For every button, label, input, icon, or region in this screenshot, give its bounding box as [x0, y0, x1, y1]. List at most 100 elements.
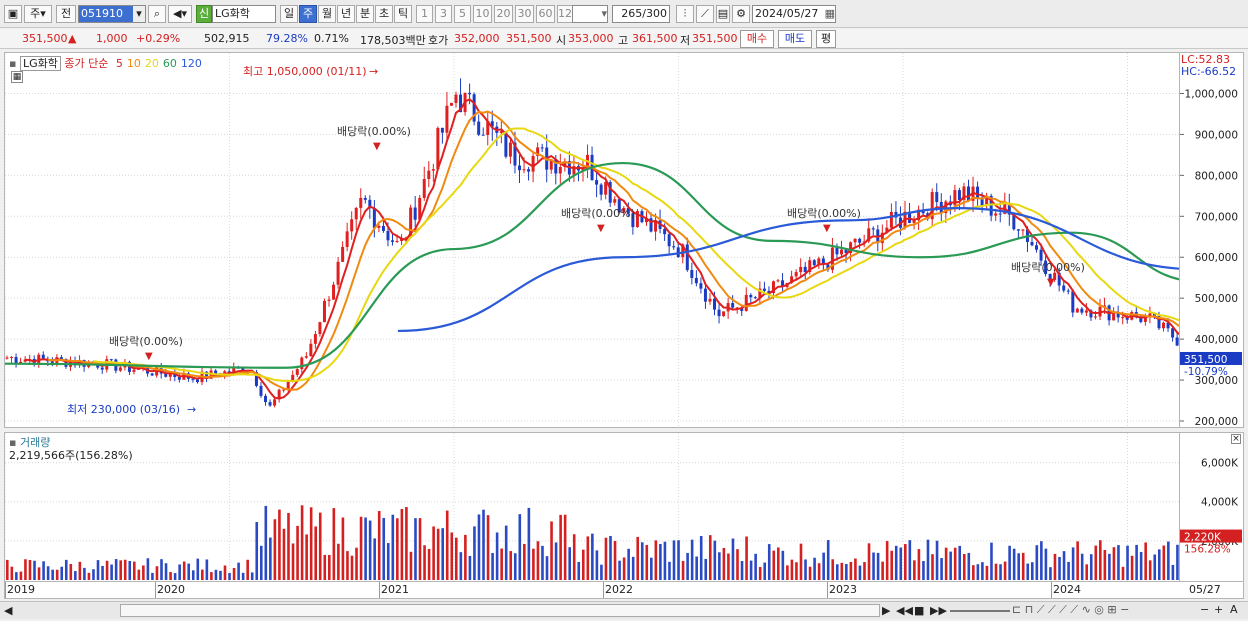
gear-icon[interactable]: ⚙ — [732, 5, 750, 23]
candle-body — [930, 192, 934, 220]
stop-icon[interactable]: ■ — [914, 604, 925, 617]
font-size-icon[interactable]: A — [1230, 603, 1238, 616]
candle-body — [976, 186, 980, 198]
avg-button[interactable]: 평 — [816, 30, 836, 48]
save-icon[interactable]: ▤ — [716, 5, 730, 23]
volume-bar — [563, 514, 567, 580]
candle-body — [880, 232, 884, 244]
x-axis-label: 2019 — [7, 583, 35, 596]
zoom-slider[interactable] — [950, 610, 1010, 612]
candle-body — [372, 208, 376, 228]
volume-bar — [740, 561, 744, 580]
volume-bar — [182, 561, 186, 580]
volume-bar — [337, 543, 340, 580]
volume-bar — [74, 571, 77, 580]
period-tab[interactable]: 일 — [280, 5, 298, 23]
volume-chart-pane[interactable]: ▪ 거래량 2,219,566주(156.28%) — [4, 432, 1180, 582]
period-tab[interactable]: 틱 — [394, 5, 412, 23]
candle-body — [291, 374, 295, 382]
grid-toggle-icon[interactable]: ▦ — [11, 71, 23, 83]
period-tab[interactable]: 주 — [299, 5, 317, 23]
zoom-out-icon[interactable]: − — [1200, 603, 1210, 616]
interval-tab[interactable]: 60 — [536, 5, 555, 23]
buy-button[interactable]: 매수 — [740, 30, 774, 48]
volume-bar — [817, 563, 821, 580]
candle-body — [59, 357, 63, 360]
interval-tab[interactable]: 1 — [416, 5, 433, 23]
stock-tag: LG화학 — [19, 56, 61, 71]
candle-type-icon[interactable]: ⫶ — [676, 5, 694, 23]
interval-select[interactable]: ▾ — [572, 5, 608, 23]
price-tick-label: 600,000 — [1195, 252, 1238, 264]
volume-bar — [704, 558, 708, 580]
candle-body — [345, 231, 349, 247]
volume-bar — [831, 559, 835, 580]
stock-code-input[interactable]: 051910 ▾ — [78, 5, 146, 23]
zoom-in-icon[interactable]: + — [1214, 603, 1224, 616]
volume-title-text: 거래량 — [19, 436, 51, 449]
x-axis-tick — [5, 582, 6, 598]
volume-bar — [509, 551, 513, 580]
interval-tab[interactable]: 30 — [515, 5, 534, 23]
period-tab[interactable]: 초 — [375, 5, 393, 23]
volume-bar — [604, 537, 608, 580]
volume-bar — [659, 543, 662, 580]
candle-body — [708, 298, 712, 302]
fast-forward-icon[interactable]: ▶▶ — [930, 604, 947, 617]
count-field[interactable]: 265/300 — [612, 5, 670, 23]
candle-body — [676, 247, 680, 258]
volume-bar — [1017, 553, 1020, 580]
candle-body — [912, 220, 916, 223]
volume-bar — [894, 545, 898, 580]
volume-bar — [464, 534, 467, 580]
search-icon[interactable]: ⌕ — [148, 5, 166, 23]
price-change-pct: +0.29% — [136, 32, 181, 45]
chart-scrollbar[interactable]: ◀ ▶ ◀◀ ■ ▶▶ ⊏ ⊓ ⟋ ⟋ ⟋ ⟋ ∿ ◎ ⊞ − − + A — [0, 601, 1248, 619]
candle-body — [613, 199, 617, 203]
layout-icon[interactable]: ▣ — [4, 5, 22, 23]
current-price-tag: 351,500 — [1184, 354, 1227, 366]
draw-tool-icon[interactable]: ⟋ — [696, 5, 714, 23]
volume-bar — [577, 561, 581, 580]
period-tab[interactable]: 년 — [337, 5, 355, 23]
speaker-icon[interactable]: ◀▾ — [168, 5, 192, 23]
rewind-icon[interactable]: ◀◀ — [896, 604, 913, 617]
price-tick-label: 200,000 — [1195, 416, 1238, 427]
interval-tab[interactable]: 5 — [454, 5, 471, 23]
volume-bar — [1162, 545, 1166, 580]
scroll-thumb[interactable] — [120, 604, 880, 617]
volume-bar — [1135, 544, 1138, 580]
candle-body — [1162, 322, 1166, 329]
calendar-icon[interactable]: ▦ — [824, 7, 835, 20]
volume-bar — [92, 569, 95, 580]
stock-code-value: 051910 — [81, 7, 123, 20]
period-tab[interactable]: 분 — [356, 5, 374, 23]
scroll-right-icon[interactable]: ▶ — [882, 604, 891, 617]
interval-tab[interactable]: 10 — [473, 5, 492, 23]
stock-name-field[interactable]: LG화학 — [212, 5, 276, 23]
candle-body — [694, 277, 698, 284]
market-select[interactable]: 주▾ — [24, 5, 52, 23]
period-tab[interactable]: 월 — [318, 5, 336, 23]
volume-bar — [727, 553, 730, 580]
candle-body — [300, 357, 304, 370]
date-field[interactable]: 2024/05/27 ▦ — [752, 5, 836, 23]
volume-bar — [232, 568, 236, 580]
sell-button[interactable]: 매도 — [778, 30, 812, 48]
candle-body — [853, 238, 857, 243]
volume-bar — [282, 528, 286, 580]
close-pane-icon[interactable]: × — [1231, 434, 1241, 444]
scroll-left-icon[interactable]: ◀ — [4, 604, 13, 617]
volume-bar — [931, 554, 934, 580]
price-chart-pane[interactable]: 최고 1,050,000 (01/11) 최저 230,000 (03/16) → →… — [4, 52, 1180, 428]
volume-bar — [935, 540, 939, 580]
prev-button[interactable]: 전 — [56, 5, 76, 23]
candle-body — [1148, 313, 1152, 317]
volume-bar — [790, 559, 794, 580]
tool-icons[interactable]: ⊏ ⊓ ⟋ ⟋ ⟋ ⟋ ∿ ◎ ⊞ − — [1012, 603, 1130, 616]
interval-tab[interactable]: 3 — [435, 5, 452, 23]
volume-value: 2,219,566주(156.28%) — [9, 449, 133, 462]
interval-tab[interactable]: 20 — [494, 5, 513, 23]
volume-bar — [527, 507, 531, 580]
